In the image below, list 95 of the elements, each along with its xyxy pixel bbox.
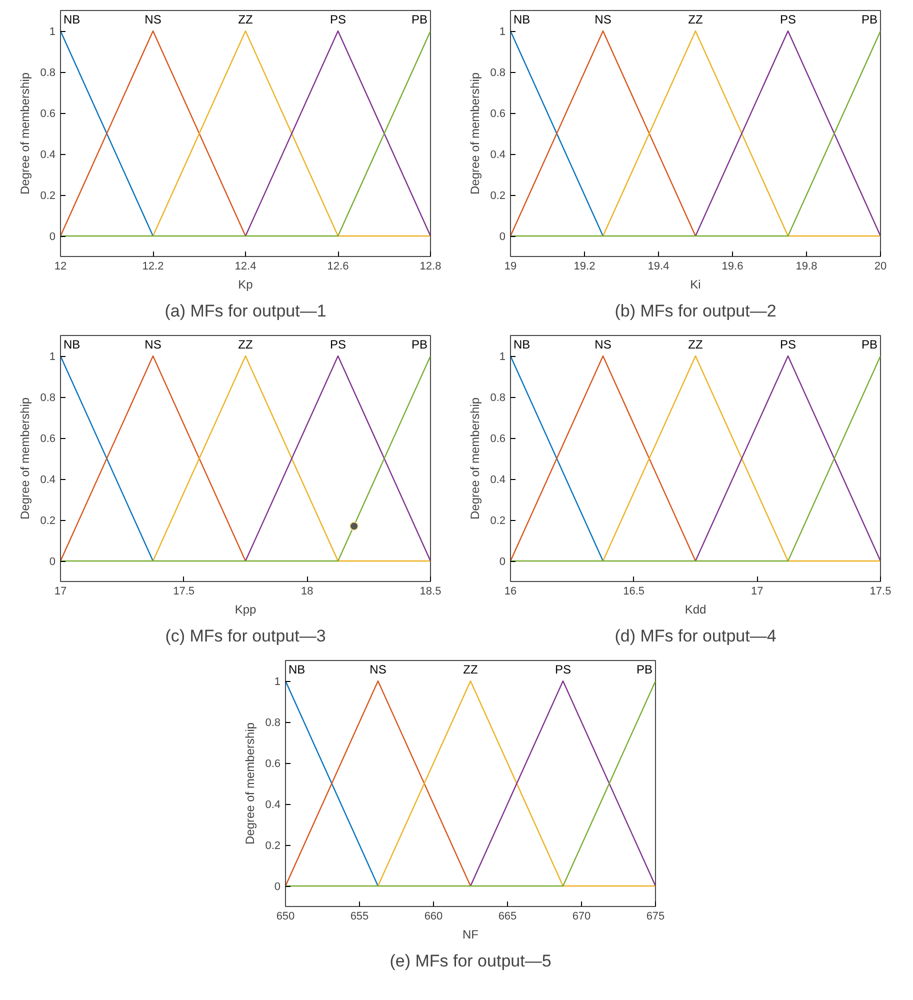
- y-tick-label: 0: [499, 231, 506, 243]
- x-axis-title: NF: [462, 928, 478, 942]
- series-label: ZZ: [688, 12, 703, 26]
- x-tick-label: 12.2: [142, 260, 164, 272]
- y-tick-label: 0.4: [40, 149, 56, 161]
- x-tick-label: 19.2: [574, 260, 596, 272]
- y-tick-label: 1: [49, 26, 56, 38]
- text: (d) MFs for output—4: [614, 626, 776, 646]
- series-label: PB: [861, 12, 878, 26]
- y-tick-label: 0.8: [490, 392, 506, 404]
- x-tick-label: 18.5: [420, 586, 442, 598]
- x-tick-label: 16: [504, 586, 517, 598]
- y-axis-title: Degree of membership: [18, 72, 32, 195]
- series-label: PS: [780, 12, 796, 26]
- y-tick-label: 0.8: [40, 67, 56, 79]
- y-tick-label: 1: [49, 351, 56, 363]
- x-tick-label: 12.6: [327, 260, 349, 272]
- y-axis-title: Degree of membership: [468, 72, 482, 195]
- x-tick-label: 19.6: [722, 260, 744, 272]
- y-tick-label: 0.8: [265, 717, 281, 729]
- y-tick-label: 1: [499, 26, 506, 38]
- series-label: ZZ: [238, 12, 253, 26]
- x-tick-label: 19.4: [648, 260, 670, 272]
- series-label: NB: [64, 12, 80, 26]
- series-label: PS: [554, 662, 572, 676]
- y-tick-label: 0.6: [40, 108, 56, 120]
- series-label: PS: [330, 338, 346, 352]
- y-tick-label: 0.6: [265, 758, 281, 770]
- x-tick-label: 17: [54, 586, 67, 598]
- y-axis-title: Degree of membership: [243, 722, 258, 845]
- y-tick-label: 0: [499, 556, 506, 568]
- y-tick-label: 0.4: [490, 474, 506, 486]
- y-tick-label: 0.2: [265, 840, 281, 852]
- x-tick-label: 17.5: [173, 586, 195, 598]
- x-tick-label: 18: [301, 586, 314, 598]
- text: (c) MFs for output—3: [165, 626, 326, 646]
- series-label: NB: [64, 338, 80, 352]
- series-label: PS: [330, 12, 346, 26]
- x-axis-title: Kdd: [684, 602, 706, 616]
- y-tick-label: 0.2: [490, 515, 506, 527]
- x-tick-label: 12.8: [420, 260, 442, 272]
- x-tick-label: 665: [498, 910, 517, 922]
- y-tick-label: 1: [499, 351, 506, 363]
- series-label: PB: [861, 338, 878, 352]
- y-tick-label: 0.6: [490, 108, 506, 120]
- series-label: NS: [594, 338, 612, 352]
- series-label: PB: [636, 662, 653, 676]
- x-axis-title: Kpp: [234, 602, 256, 616]
- series-label: PB: [411, 12, 428, 26]
- y-tick-label: 0.4: [265, 799, 281, 811]
- y-tick-label: 0.4: [490, 149, 506, 161]
- series-label: PS: [780, 338, 796, 352]
- series-label: ZZ: [688, 338, 703, 352]
- x-tick-label: 670: [572, 910, 591, 922]
- y-tick-label: 0.2: [40, 190, 56, 202]
- series-label: ZZ: [238, 338, 253, 352]
- x-tick-label: 650: [276, 910, 295, 922]
- x-axis-title: Kp: [238, 278, 254, 292]
- x-tick-label: 20: [874, 260, 887, 272]
- x-axis-title: Ki: [690, 278, 701, 292]
- x-tick-label: 655: [350, 910, 369, 922]
- x-tick-label: 16.5: [623, 586, 645, 598]
- series-label: ZZ: [463, 662, 478, 676]
- x-tick-label: 675: [646, 910, 665, 922]
- y-tick-label: 0.2: [40, 515, 56, 527]
- x-tick-label: 17: [751, 586, 764, 598]
- series-label: NB: [288, 662, 306, 676]
- text: (a) MFs for output—1: [164, 302, 326, 320]
- x-tick-label: 12: [54, 260, 67, 272]
- x-tick-label: 12.4: [234, 260, 256, 272]
- y-tick-label: 0.8: [490, 67, 506, 79]
- series-label: NB: [514, 338, 530, 352]
- y-axis-title: Degree of membership: [18, 397, 32, 520]
- x-tick-label: 660: [424, 910, 443, 922]
- text: (e) MFs for output—5: [390, 952, 552, 970]
- x-tick-label: 19.8: [796, 260, 818, 272]
- series-label: NS: [144, 12, 162, 26]
- series-label: NS: [594, 12, 612, 26]
- y-tick-label: 0: [49, 556, 56, 568]
- y-tick-label: 0.6: [490, 433, 506, 445]
- series-label: NS: [370, 662, 386, 676]
- y-tick-label: 0: [274, 881, 281, 893]
- x-tick-label: 19: [504, 260, 517, 272]
- y-tick-label: 0.2: [490, 190, 506, 202]
- y-tick-label: 1: [274, 676, 281, 688]
- y-tick-label: 0.8: [40, 392, 56, 404]
- text: (b) MFs for output—2: [614, 302, 776, 320]
- y-axis-title: Degree of membership: [468, 397, 482, 520]
- y-tick-label: 0.4: [40, 474, 56, 486]
- y-tick-label: 0.6: [40, 433, 56, 445]
- series-label: PB: [411, 338, 428, 352]
- x-tick-label: 17.5: [870, 586, 892, 598]
- series-label: NB: [514, 12, 530, 26]
- series-label: NS: [144, 338, 162, 352]
- y-tick-label: 0: [49, 231, 56, 243]
